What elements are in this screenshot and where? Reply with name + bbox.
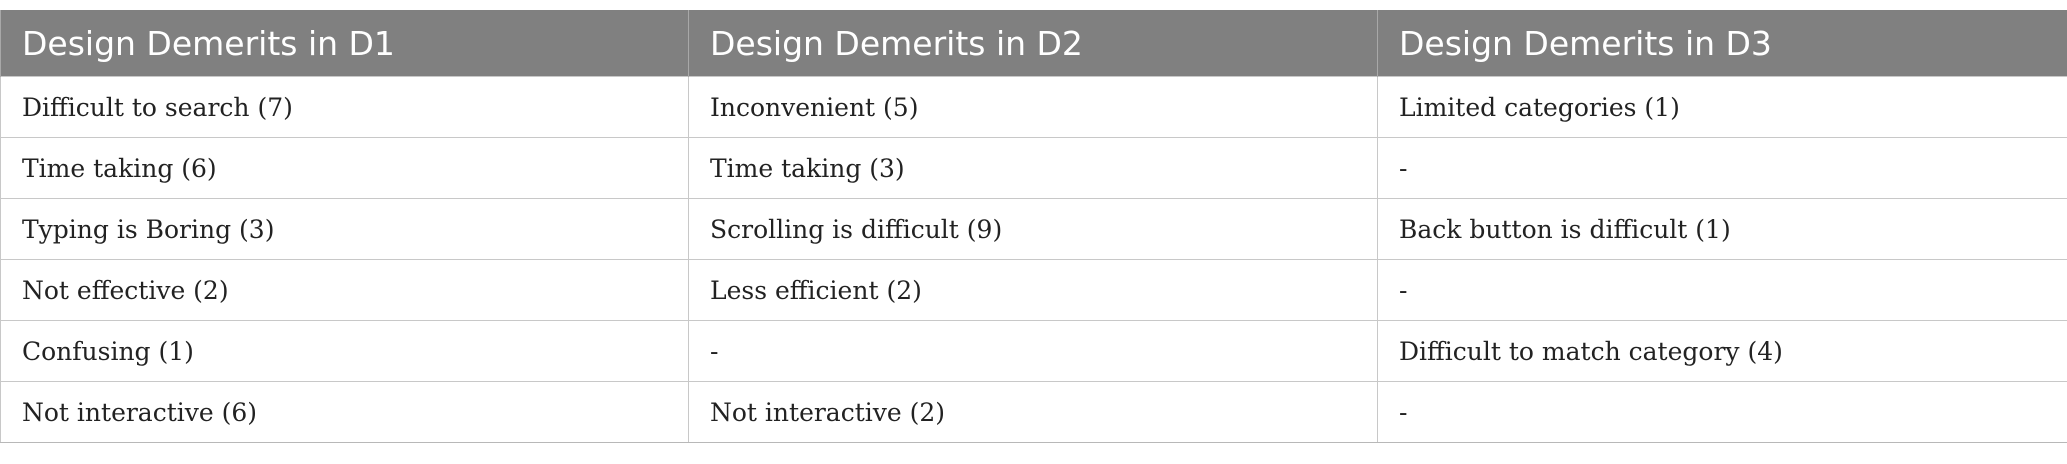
table-cell: Not interactive (6)	[0, 381, 689, 443]
table-row: Not interactive (6) Not interactive (2) …	[0, 381, 2067, 443]
table-cell: Not interactive (2)	[688, 381, 1378, 443]
table-row: Difficult to search (7) Inconvenient (5)…	[0, 76, 2067, 138]
table-cell: -	[1377, 137, 2067, 199]
table-cell: Scrolling is difficult (9)	[688, 198, 1378, 260]
header-row: Design Demerits in D1 Design Demerits in…	[0, 10, 2067, 77]
table-row: Time taking (6) Time taking (3) -	[0, 137, 2067, 199]
table-cell: Back button is difficult (1)	[1377, 198, 2067, 260]
table-row: Typing is Boring (3) Scrolling is diffic…	[0, 198, 2067, 260]
table-cell: Difficult to search (7)	[0, 76, 689, 138]
table-cell: Less efficient (2)	[688, 259, 1378, 321]
table-cell: Limited categories (1)	[1377, 76, 2067, 138]
header-d2: Design Demerits in D2	[688, 10, 1378, 77]
table-cell: Not effective (2)	[0, 259, 689, 321]
table-cell: Inconvenient (5)	[688, 76, 1378, 138]
demerits-table-container: Design Demerits in D1 Design Demerits in…	[0, 10, 2067, 443]
table-cell: -	[1377, 381, 2067, 443]
table-cell: -	[1377, 259, 2067, 321]
table-row: Confusing (1) - Difficult to match categ…	[0, 320, 2067, 382]
table-body: Difficult to search (7) Inconvenient (5)…	[0, 76, 2067, 443]
design-demerits-table: Design Demerits in D1 Design Demerits in…	[0, 10, 2067, 443]
table-cell: Difficult to match category (4)	[1377, 320, 2067, 382]
table-cell: Typing is Boring (3)	[0, 198, 689, 260]
header-d1: Design Demerits in D1	[0, 10, 689, 77]
header-d3: Design Demerits in D3	[1377, 10, 2067, 77]
table-row: Not effective (2) Less efficient (2) -	[0, 259, 2067, 321]
table-cell: Confusing (1)	[0, 320, 689, 382]
table-cell: -	[688, 320, 1378, 382]
table-header: Design Demerits in D1 Design Demerits in…	[0, 10, 2067, 77]
table-cell: Time taking (3)	[688, 137, 1378, 199]
table-cell: Time taking (6)	[0, 137, 689, 199]
